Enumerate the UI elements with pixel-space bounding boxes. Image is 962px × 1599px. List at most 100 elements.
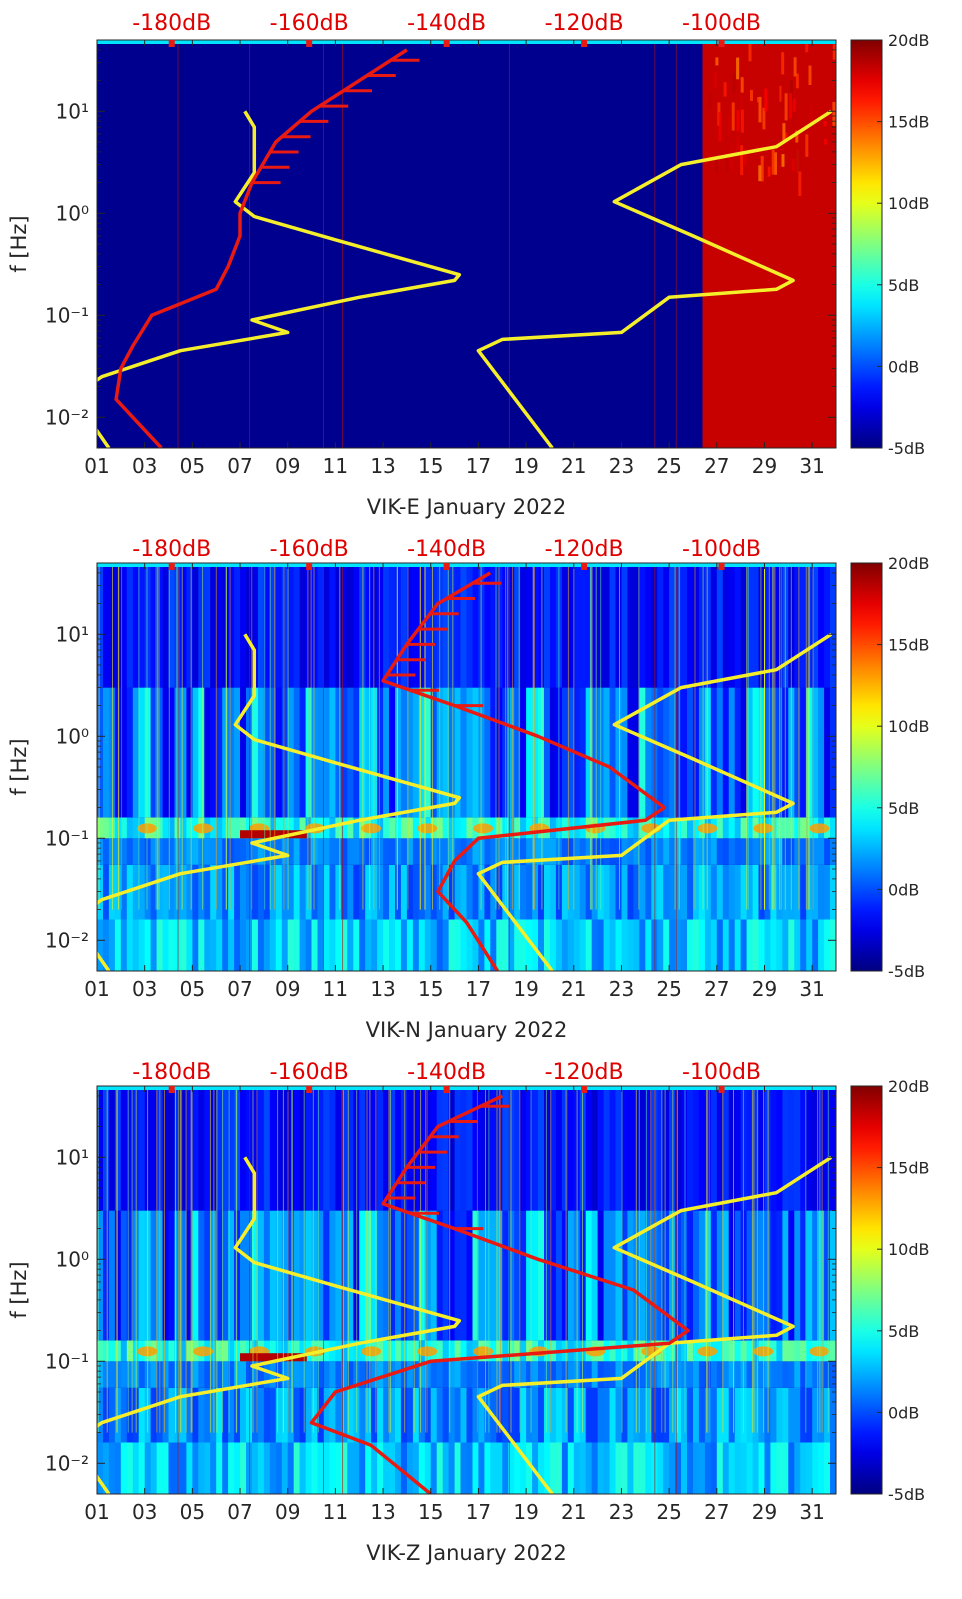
spectrogram-texture bbox=[97, 563, 836, 971]
y-axis-label: f [Hz] bbox=[7, 215, 31, 272]
x-tick-label: 05 bbox=[180, 977, 205, 1001]
y-tick-label: 10⁻¹ bbox=[45, 303, 89, 327]
saturated-region bbox=[702, 40, 836, 448]
x-tick-label: 19 bbox=[513, 454, 538, 478]
x-tick-label: 15 bbox=[418, 977, 443, 1001]
x-axis-label: VIK-Z January 2022 bbox=[366, 1541, 567, 1565]
db-tick-label: -180dB bbox=[132, 11, 211, 36]
db-tick-label: -100dB bbox=[682, 537, 761, 562]
x-tick-label: 05 bbox=[180, 1500, 205, 1524]
y-tick-label: 10¹ bbox=[56, 1145, 89, 1169]
colorbar-tick-label: 0dB bbox=[888, 880, 919, 899]
colorbar-tick-label: -5dB bbox=[888, 1485, 925, 1504]
y-tick-label: 10¹ bbox=[56, 99, 89, 123]
colorbar-tick-label: -5dB bbox=[888, 962, 925, 981]
colorbar-tick-label: 0dB bbox=[888, 357, 919, 376]
db-tick-label: -160dB bbox=[270, 537, 349, 562]
plot-area bbox=[97, 563, 836, 971]
x-tick-label: 09 bbox=[275, 1500, 300, 1524]
plot-area bbox=[97, 1086, 836, 1494]
y-tick-label: 10⁻² bbox=[45, 928, 89, 952]
x-tick-label: 31 bbox=[799, 1500, 824, 1524]
x-tick-label: 23 bbox=[609, 1500, 634, 1524]
db-tick-label: -140dB bbox=[407, 537, 486, 562]
panel-3: 01 03 05 07 09 11 13 15 17 19 21 23 25 27 29 31 10⁻² 10⁻¹… bbox=[7, 1060, 930, 1565]
db-tick-label: -180dB bbox=[132, 537, 211, 562]
x-tick-label: 05 bbox=[180, 454, 205, 478]
colorbar-tick-label: 0dB bbox=[888, 1403, 919, 1422]
x-tick-label: 29 bbox=[752, 977, 777, 1001]
x-tick-label: 13 bbox=[370, 454, 395, 478]
yellow-curve-2 bbox=[476, 632, 833, 971]
x-tick-label: 31 bbox=[799, 454, 824, 478]
colorbar-tick-label: 15dB bbox=[888, 1159, 930, 1178]
x-tick-label: 19 bbox=[513, 1500, 538, 1524]
colorbar-tick-label: 20dB bbox=[888, 31, 930, 50]
x-tick-label: 31 bbox=[799, 977, 824, 1001]
yellow-curve-1 bbox=[97, 633, 462, 971]
x-tick-label: 03 bbox=[132, 1500, 157, 1524]
x-tick-label: 13 bbox=[370, 977, 395, 1001]
x-tick-label: 27 bbox=[704, 977, 729, 1001]
x-tick-label: 01 bbox=[84, 454, 109, 478]
colorbar-tick-label: 20dB bbox=[888, 554, 930, 573]
x-tick-label: 25 bbox=[656, 454, 681, 478]
x-tick-label: 11 bbox=[323, 977, 348, 1001]
y-tick-label: 10⁻² bbox=[45, 405, 89, 429]
x-tick-label: 11 bbox=[323, 1500, 348, 1524]
db-tick-label: -120dB bbox=[545, 1060, 624, 1085]
x-tick-label: 07 bbox=[227, 454, 252, 478]
colorbar-tick-label: 5dB bbox=[888, 799, 919, 818]
x-tick-label: 17 bbox=[466, 977, 491, 1001]
x-tick-label: 21 bbox=[561, 977, 586, 1001]
db-tick-label: -180dB bbox=[132, 1060, 211, 1085]
x-axis-label: VIK-N January 2022 bbox=[366, 1018, 568, 1042]
x-tick-label: 03 bbox=[132, 977, 157, 1001]
y-tick-label: 10⁰ bbox=[56, 201, 89, 225]
y-tick-label: 10⁻¹ bbox=[45, 826, 89, 850]
red-curve bbox=[381, 571, 667, 971]
x-tick-label: 13 bbox=[370, 1500, 395, 1524]
x-tick-label: 11 bbox=[323, 454, 348, 478]
y-axis-label: f [Hz] bbox=[7, 1261, 31, 1318]
colorbar-tick-label: 20dB bbox=[888, 1077, 930, 1096]
plot-area bbox=[97, 40, 836, 448]
x-tick-label: 01 bbox=[84, 1500, 109, 1524]
db-tick-label: -140dB bbox=[407, 11, 486, 36]
yellow-curve-1 bbox=[97, 1156, 462, 1494]
db-tick-label: -160dB bbox=[270, 11, 349, 36]
y-tick-label: 10⁰ bbox=[56, 1247, 89, 1271]
red-curve bbox=[114, 48, 408, 448]
x-tick-label: 23 bbox=[609, 977, 634, 1001]
x-tick-label: 21 bbox=[561, 1500, 586, 1524]
x-tick-label: 03 bbox=[132, 454, 157, 478]
colorbar-tick-label: 5dB bbox=[888, 1322, 919, 1341]
colorbar-tick-label: 10dB bbox=[888, 194, 930, 213]
x-tick-label: 07 bbox=[227, 977, 252, 1001]
colorbar-tick-label: 5dB bbox=[888, 276, 919, 295]
y-tick-label: 10⁻¹ bbox=[45, 1349, 89, 1373]
colorbar-tick-label: 10dB bbox=[888, 1240, 930, 1259]
colorbar-tick-label: -5dB bbox=[888, 439, 925, 458]
colorbar bbox=[850, 1085, 883, 1495]
x-tick-label: 29 bbox=[752, 454, 777, 478]
red-curve bbox=[309, 1094, 690, 1494]
x-tick-label: 07 bbox=[227, 1500, 252, 1524]
y-tick-label: 10⁰ bbox=[56, 724, 89, 748]
x-tick-label: 15 bbox=[418, 1500, 443, 1524]
yellow-curve-2 bbox=[476, 109, 833, 448]
spectrogram-texture bbox=[97, 1086, 836, 1494]
x-tick-label: 25 bbox=[656, 977, 681, 1001]
x-tick-label: 21 bbox=[561, 454, 586, 478]
db-tick-label: -140dB bbox=[407, 1060, 486, 1085]
x-tick-label: 15 bbox=[418, 454, 443, 478]
x-tick-label: 19 bbox=[513, 977, 538, 1001]
x-tick-label: 01 bbox=[84, 977, 109, 1001]
x-tick-label: 29 bbox=[752, 1500, 777, 1524]
colorbar bbox=[850, 562, 883, 972]
y-tick-label: 10⁻² bbox=[45, 1451, 89, 1475]
x-axis-label: VIK-E January 2022 bbox=[367, 495, 566, 519]
colorbar-tick-label: 15dB bbox=[888, 636, 930, 655]
db-tick-label: -100dB bbox=[682, 11, 761, 36]
